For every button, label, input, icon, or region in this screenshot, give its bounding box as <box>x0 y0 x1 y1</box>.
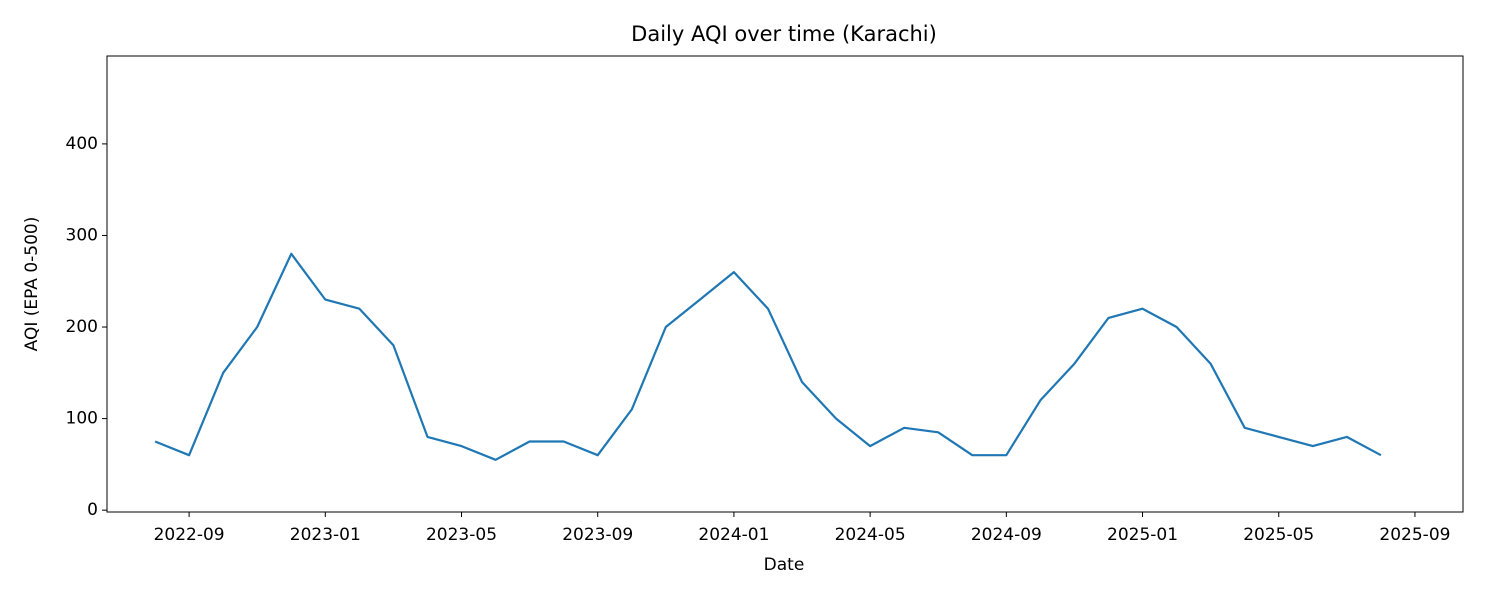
x-tick-label: 2022-09 <box>154 525 225 545</box>
x-tick-label: 2024-01 <box>698 525 769 545</box>
y-tick-label: 100 <box>66 409 98 429</box>
x-tick-label: 2024-09 <box>971 525 1042 545</box>
y-tick-label: 200 <box>66 317 98 337</box>
y-tick-label: 300 <box>66 225 98 245</box>
x-tick-label: 2025-01 <box>1107 525 1178 545</box>
x-axis-label: Date <box>764 555 805 575</box>
x-tick-label: 2025-09 <box>1379 525 1450 545</box>
chart-title: Daily AQI over time (Karachi) <box>631 22 937 46</box>
y-tick-label: 0 <box>87 500 98 520</box>
x-tick-label: 2023-01 <box>290 525 361 545</box>
x-tick-label: 2025-05 <box>1243 525 1314 545</box>
x-tick-label: 2023-05 <box>426 525 497 545</box>
plot-frame <box>106 55 1464 513</box>
x-tick-label: 2023-09 <box>562 525 633 545</box>
y-tick-label: 400 <box>66 134 98 154</box>
y-axis-label: AQI (EPA 0-500) <box>22 217 42 352</box>
data-line <box>154 252 1382 461</box>
x-tick-label: 2024-05 <box>835 525 906 545</box>
